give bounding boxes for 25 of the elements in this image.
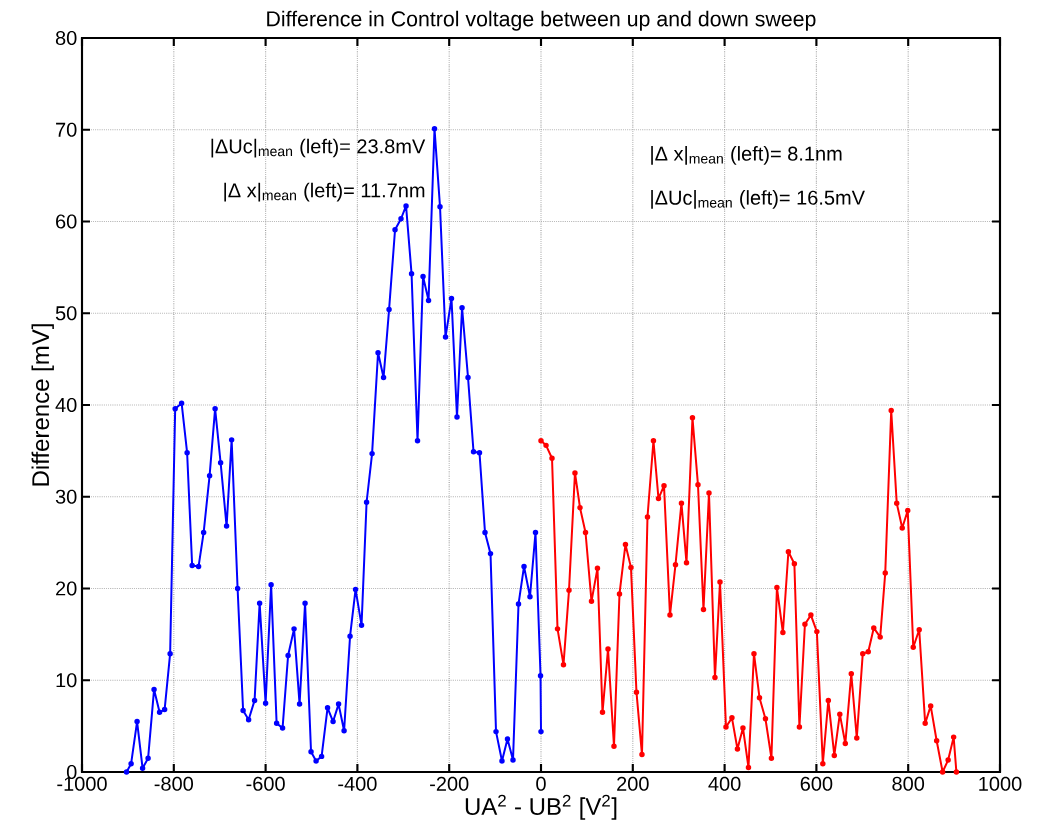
annotation: |Δ x|$_{mean}$ (left)= 11.7nm (224, 182, 425, 202)
x-tick-label: -600 (246, 776, 285, 791)
x-tick-label: 0 (536, 776, 546, 791)
x-tick-label: 400 (708, 776, 741, 791)
annotation: |ΔUc|$_{mean}$ (left)= 23.8mV (211, 138, 426, 158)
y-tick-label: 80 (55, 30, 77, 46)
y-tick-label: 30 (55, 489, 77, 504)
x-tick-label: 600 (800, 776, 833, 791)
x-tick-label: 800 (892, 776, 925, 791)
y-axis-title: Difference [mV] (31, 324, 54, 486)
annotation: |Δ x|$_{mean}$ (left)= 8.1nm (651, 146, 842, 165)
y-tick-label: 70 (56, 122, 77, 137)
x-tick-label: -800 (154, 776, 194, 791)
y-tick-label: 60 (56, 214, 77, 229)
annotation: |ΔUc|$_{mean}$ (left)= 16.5mV (651, 190, 865, 209)
x-axis-title: UA$^{2}$ - UB$^{2}$ [V$^{2}$] (465, 794, 617, 820)
x-tick-label: -400 (338, 776, 377, 791)
x-tick-label: 200 (617, 776, 649, 791)
y-tick-label: 40 (55, 397, 77, 413)
x-tick-label: 1000 (979, 776, 1022, 791)
y-tick-label: 50 (55, 306, 77, 321)
y-tick-label: 10 (56, 673, 77, 688)
chart-title: Difference in Control voltage between up and down sweep (267, 10, 816, 31)
y-tick-label: 20 (56, 581, 77, 596)
x-tick-label: -200 (430, 776, 469, 791)
